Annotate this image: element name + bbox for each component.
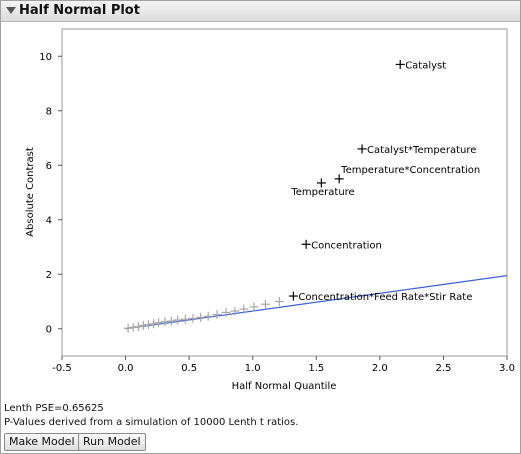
labeled-point (395, 59, 405, 69)
unlabeled-point (203, 311, 213, 321)
y-axis-label: Absolute Contrast (25, 147, 36, 237)
unlabeled-point (149, 319, 159, 329)
unlabeled-point (166, 316, 176, 326)
reference-line (125, 275, 508, 330)
x-tick-label: 2.0 (372, 363, 388, 374)
x-tick-label: 3.0 (499, 363, 515, 374)
unlabeled-point (230, 306, 240, 316)
plot-frame (61, 28, 508, 357)
plot-area: Catalyst Catalyst*Temperature Temperature*… (123, 59, 508, 333)
labeled-point (288, 291, 298, 301)
unlabeled-point (239, 304, 249, 314)
lenth-pse-text: Lenth PSE=0.65625 (4, 403, 104, 414)
labeled-point (316, 178, 326, 188)
make-model-button[interactable]: Make Model (4, 433, 80, 451)
unlabeled-point (260, 299, 270, 309)
unlabeled-point (274, 297, 284, 306)
unlabeled-point (173, 315, 183, 325)
labeled-point (301, 239, 311, 249)
y-tick-label: 6 (46, 161, 52, 172)
unlabeled-point (212, 310, 222, 320)
x-tick-label: -0.5 (52, 363, 72, 374)
y-tick-label: 0 (46, 324, 52, 335)
unlabeled-point (180, 314, 190, 324)
point-label: Catalyst (405, 60, 446, 71)
y-axis: 0 2 4 6 8 10 (39, 52, 62, 335)
unlabeled-point (196, 312, 206, 322)
point-label: Temperature*Concentration (340, 165, 480, 176)
unlabeled-point (249, 302, 259, 312)
x-tick-label: 0.0 (118, 363, 134, 374)
disclosure-triangle-icon[interactable] (6, 7, 16, 14)
y-tick-label: 4 (46, 215, 52, 226)
unlabeled-point (221, 307, 231, 317)
labeled-point (357, 144, 367, 154)
point-label: Concentration (311, 240, 382, 251)
x-tick-label: 2.5 (435, 363, 451, 374)
window-title: Half Normal Plot (19, 3, 140, 18)
half-normal-chart[interactable]: 0 2 4 6 8 10 -0.5 0.0 0.5 1.0 1.5 2.0 2.5 3.0 Cataly… (1, 22, 520, 400)
y-tick-label: 8 (46, 106, 52, 117)
x-tick-label: 0.5 (181, 363, 197, 374)
x-axis: -0.5 0.0 0.5 1.0 1.5 2.0 2.5 3.0 (52, 356, 515, 374)
point-label: Concentration*Feed Rate*Stir Rate (298, 292, 472, 303)
unlabeled-point (128, 322, 138, 332)
labeled-point (334, 174, 344, 184)
unlabeled-point (133, 322, 143, 332)
unlabeled-point (143, 320, 153, 330)
unlabeled-point (188, 313, 198, 323)
point-label: Temperature (290, 187, 354, 198)
point-label: Catalyst*Temperature (367, 145, 476, 156)
x-axis-label: Half Normal Quantile (232, 381, 337, 392)
unlabeled-point (123, 323, 133, 333)
unlabeled-point (154, 318, 164, 328)
y-tick-label: 2 (46, 270, 52, 281)
p-values-note: P-Values derived from a simulation of 10… (4, 417, 299, 428)
title-bar: Half Normal Plot (1, 1, 520, 22)
y-tick-label: 10 (39, 52, 52, 63)
unlabeled-point (138, 320, 148, 330)
run-model-button[interactable]: Run Model (78, 433, 146, 451)
x-tick-label: 1.0 (245, 363, 261, 374)
x-tick-label: 1.5 (308, 363, 324, 374)
